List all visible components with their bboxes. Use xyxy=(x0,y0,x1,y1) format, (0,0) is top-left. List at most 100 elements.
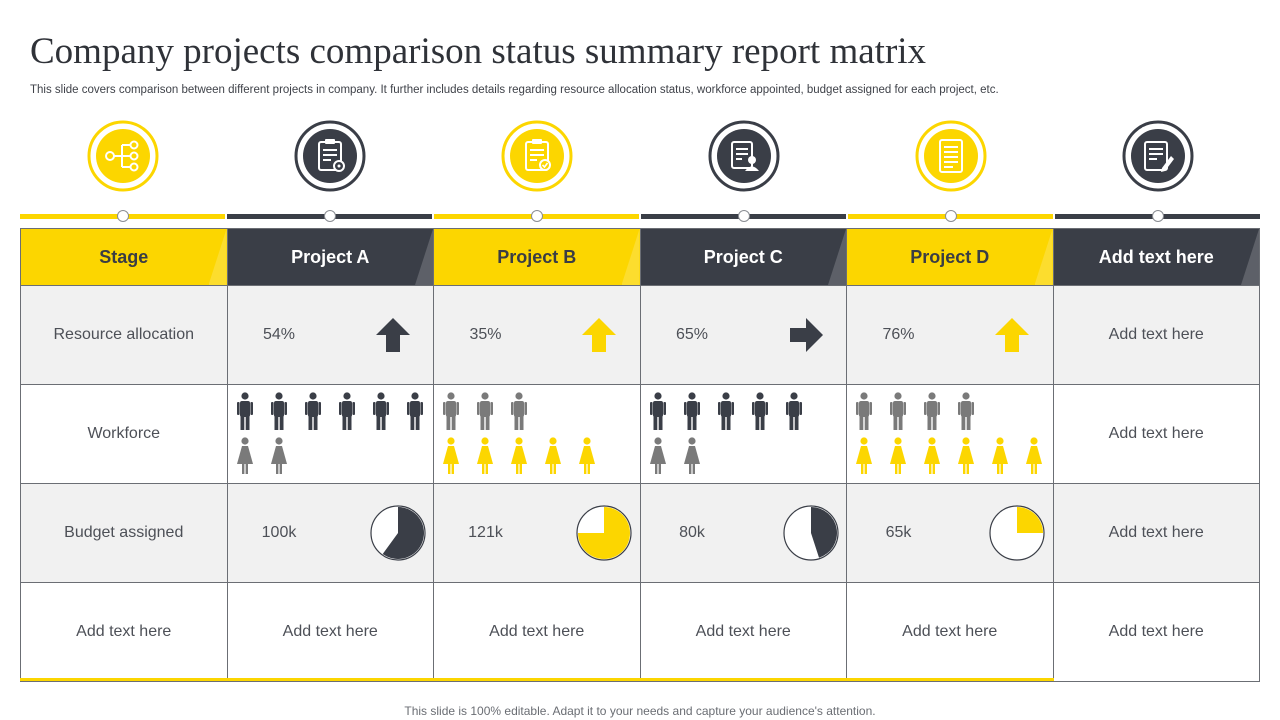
resource-cell: 35% xyxy=(434,286,641,385)
female-person-icon xyxy=(443,437,459,474)
checklist-icon xyxy=(501,120,573,192)
arrow-up-shape xyxy=(376,318,410,352)
budget-pie xyxy=(781,503,841,563)
male-person-icon xyxy=(958,392,974,430)
budget-cell: 121k xyxy=(434,484,641,583)
budget-cell: 65k xyxy=(847,484,1054,583)
male-person-icon xyxy=(924,392,940,430)
male-person-icon xyxy=(856,392,872,430)
male-person-icon xyxy=(477,392,493,430)
timeline-knob xyxy=(117,210,129,222)
male-person-icon xyxy=(786,392,802,430)
resource-value: 76% xyxy=(847,326,950,344)
workforce-cell xyxy=(847,385,1054,484)
budget-pie xyxy=(987,503,1047,563)
female-person-icon xyxy=(237,437,253,474)
clipboard-gear-icon xyxy=(294,120,366,192)
arrow-up-shape xyxy=(582,318,616,352)
extra-workforce: Add text here xyxy=(1053,385,1260,484)
male-person-icon xyxy=(718,392,734,430)
budget-pie xyxy=(574,503,634,563)
male-person-icon xyxy=(752,392,768,430)
row-resource-allocation: Resource allocation 54% 35% 65% 76% Add … xyxy=(21,286,1260,385)
resource-value: 35% xyxy=(434,326,537,344)
female-person-icon xyxy=(650,437,666,474)
resource-value: 65% xyxy=(641,326,744,344)
header-extra: Add text here xyxy=(1053,229,1260,286)
row-label-workforce: Workforce xyxy=(21,385,228,484)
budget-value: 80k xyxy=(641,524,744,542)
arrow-icon xyxy=(373,315,413,355)
male-person-icon xyxy=(305,392,321,430)
workforce-people xyxy=(440,389,636,481)
budget-value: 100k xyxy=(228,524,331,542)
timeline-knob xyxy=(1152,210,1164,222)
female-person-icon xyxy=(271,437,287,474)
timeline-knob xyxy=(945,210,957,222)
budget-value: 121k xyxy=(434,524,537,542)
page-subtitle: This slide covers comparison between dif… xyxy=(30,84,999,96)
page-title: Company projects comparison status summa… xyxy=(30,30,926,73)
timeline-knob xyxy=(531,210,543,222)
male-person-icon xyxy=(271,392,287,430)
female-person-icon xyxy=(992,437,1008,474)
bottom-accent-line xyxy=(20,678,1054,681)
arrow-right-shape xyxy=(790,318,823,352)
male-person-icon xyxy=(443,392,459,430)
header-project-c: Project C xyxy=(640,229,847,286)
budget-pie xyxy=(368,503,428,563)
budget-cell: 100k xyxy=(227,484,434,583)
extra-cell: Add text here xyxy=(847,583,1054,682)
workforce-people xyxy=(853,389,1049,481)
row-extra: Add text here Add text here Add text her… xyxy=(21,583,1260,682)
header-project-a: Project A xyxy=(227,229,434,286)
arrow-icon xyxy=(579,315,619,355)
row-label-budget: Budget assigned xyxy=(21,484,228,583)
row-budget-assigned: Budget assigned 100k 121k 80k 65k Add te… xyxy=(21,484,1260,583)
document-list-icon xyxy=(915,120,987,192)
female-person-icon xyxy=(924,437,940,474)
workforce-cell xyxy=(434,385,641,484)
timeline-knob xyxy=(738,210,750,222)
arrow-icon xyxy=(786,315,826,355)
arrow-icon xyxy=(992,315,1032,355)
male-person-icon xyxy=(511,392,527,430)
id-card-person-icon xyxy=(708,120,780,192)
resource-cell: 65% xyxy=(640,286,847,385)
footer-note: This slide is 100% editable. Adapt it to… xyxy=(0,704,1280,718)
male-person-icon xyxy=(407,392,423,430)
budget-value: 65k xyxy=(847,524,950,542)
male-person-icon xyxy=(890,392,906,430)
timeline-bar xyxy=(20,214,1260,222)
female-person-icon xyxy=(958,437,974,474)
header-row: Stage Project A Project B Project C Proj… xyxy=(21,229,1260,286)
header-project-b: Project B xyxy=(434,229,641,286)
workforce-cell xyxy=(227,385,434,484)
female-person-icon xyxy=(579,437,595,474)
male-person-icon xyxy=(237,392,253,430)
extra-resource: Add text here xyxy=(1053,286,1260,385)
header-stage: Stage xyxy=(21,229,228,286)
female-person-icon xyxy=(1026,437,1042,474)
female-person-icon xyxy=(890,437,906,474)
male-person-icon xyxy=(684,392,700,430)
timeline-knob xyxy=(324,210,336,222)
extra-budget: Add text here xyxy=(1053,484,1260,583)
extra-cell: Add text here xyxy=(640,583,847,682)
network-diagram-icon xyxy=(87,120,159,192)
pie-slice xyxy=(1017,507,1043,533)
female-person-icon xyxy=(684,437,700,474)
female-person-icon xyxy=(511,437,527,474)
male-person-icon xyxy=(373,392,389,430)
icon-row xyxy=(20,120,1260,192)
male-person-icon xyxy=(339,392,355,430)
workforce-people xyxy=(647,389,843,481)
extra-cell: Add text here xyxy=(434,583,641,682)
resource-cell: 76% xyxy=(847,286,1054,385)
budget-cell: 80k xyxy=(640,484,847,583)
female-person-icon xyxy=(545,437,561,474)
resource-value: 54% xyxy=(228,326,331,344)
row-label-extra: Add text here xyxy=(21,583,228,682)
resource-cell: 54% xyxy=(227,286,434,385)
row-workforce: Workforce Add text here xyxy=(21,385,1260,484)
